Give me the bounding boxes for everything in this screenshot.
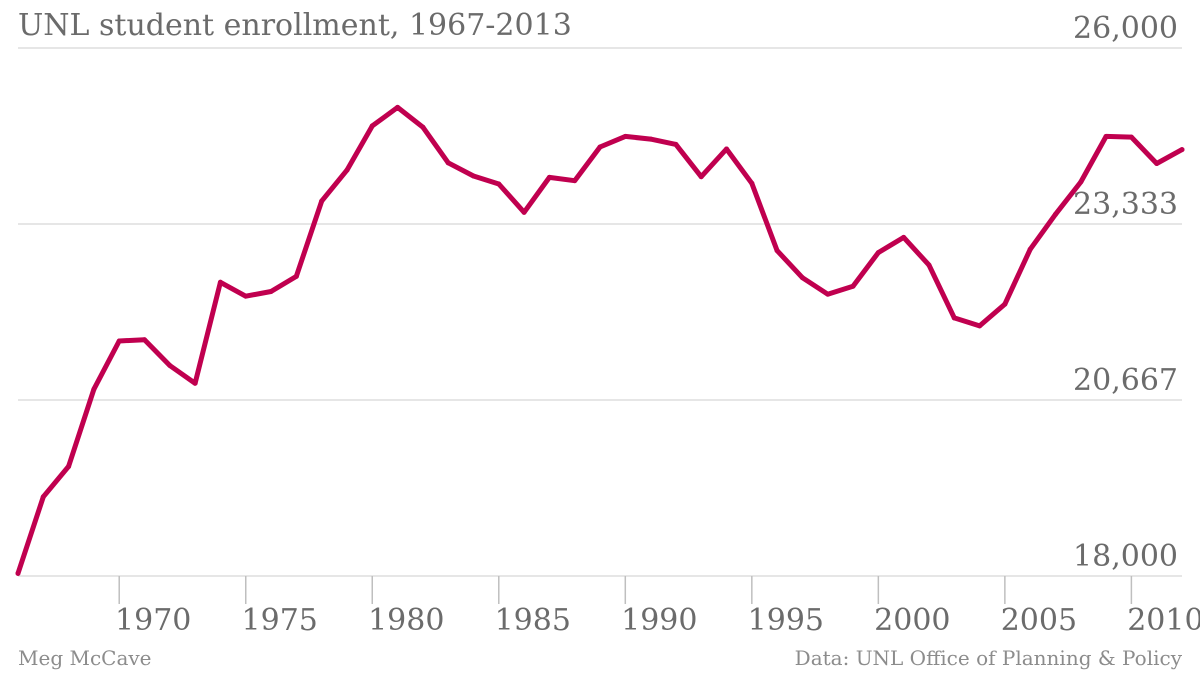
x-tick-label: 1970	[115, 603, 191, 638]
y-axis-ticks: 18,000 20,667 23,333 26,000	[1073, 11, 1178, 574]
data-point	[15, 570, 21, 576]
data-point	[546, 174, 552, 180]
data-point	[445, 160, 451, 166]
data-point	[622, 133, 628, 139]
x-tick-label: 1975	[242, 603, 318, 638]
data-point	[521, 209, 527, 215]
y-tick-label: 26,000	[1073, 11, 1178, 46]
data-point	[293, 273, 299, 279]
data-point	[977, 323, 983, 329]
data-point	[470, 173, 476, 179]
data-point	[648, 136, 654, 142]
data-point	[420, 124, 426, 130]
data-point	[875, 250, 881, 256]
x-tick-label: 1980	[368, 603, 444, 638]
data-point	[496, 181, 502, 187]
data-point	[369, 123, 375, 129]
grid-lines	[18, 47, 1182, 577]
x-tick-label: 1990	[621, 603, 697, 638]
data-point	[825, 291, 831, 297]
data-point	[192, 380, 198, 386]
y-tick-label: 18,000	[1073, 539, 1178, 574]
data-point	[319, 198, 325, 204]
data-point	[1179, 147, 1185, 153]
data-point	[597, 144, 603, 150]
x-tick-label: 1995	[748, 603, 824, 638]
data-point	[901, 234, 907, 240]
enrollment-line	[15, 104, 1185, 576]
data-point	[40, 494, 46, 500]
x-tick-label: 2000	[874, 603, 950, 638]
data-point	[698, 174, 704, 180]
data-point	[167, 362, 173, 368]
x-axis-ticks: 1970 1975 1980 1985 1990 1995 2000 2005 2010	[115, 576, 1200, 638]
y-tick-label: 23,333	[1073, 187, 1178, 222]
data-source: Data: UNL Office of Planning & Policy	[794, 646, 1182, 670]
data-point	[951, 315, 957, 321]
y-tick-label: 20,667	[1073, 363, 1178, 398]
data-point	[268, 289, 274, 295]
data-point	[1154, 161, 1160, 166]
x-tick-label: 2010	[1127, 603, 1200, 638]
author-credit: Meg McCave	[18, 646, 152, 670]
data-point	[1027, 246, 1033, 252]
chart-title: UNL student enrollment, 1967-2013	[18, 8, 572, 43]
data-point	[799, 275, 805, 281]
data-point	[724, 146, 730, 152]
data-point	[673, 141, 679, 147]
data-point	[1103, 133, 1109, 139]
data-point	[572, 178, 578, 184]
data-point	[1078, 179, 1084, 185]
data-point	[395, 104, 401, 110]
data-point	[66, 463, 72, 469]
data-point	[243, 293, 249, 299]
x-tick-label: 1985	[495, 603, 571, 638]
data-point	[1128, 134, 1134, 140]
data-point	[774, 248, 780, 254]
data-point	[344, 167, 350, 173]
series-layer	[15, 104, 1185, 576]
data-point	[116, 338, 122, 344]
data-point	[1052, 211, 1058, 217]
data-point	[1002, 301, 1008, 307]
data-point	[91, 386, 97, 392]
data-point	[749, 180, 755, 186]
data-point	[850, 283, 856, 289]
data-point	[217, 279, 223, 285]
data-point	[142, 337, 148, 343]
data-point	[926, 262, 932, 268]
x-tick-label: 2005	[1001, 603, 1077, 638]
